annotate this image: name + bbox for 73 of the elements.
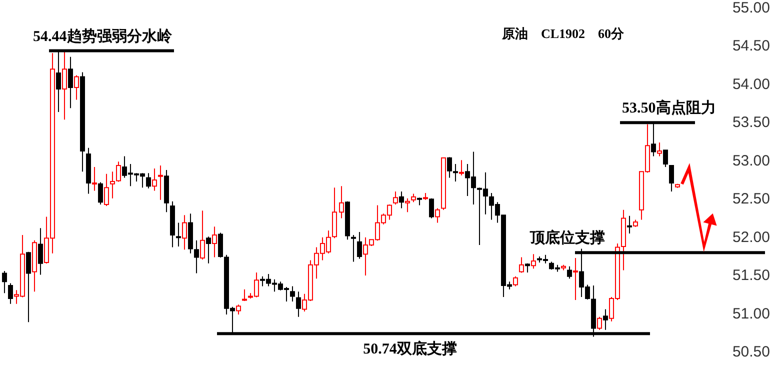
candlestick	[332, 187, 337, 239]
candlestick	[176, 222, 181, 248]
candlestick	[675, 183, 680, 188]
candlestick	[212, 226, 217, 258]
candlestick	[182, 214, 187, 250]
candlestick	[519, 256, 524, 274]
y-tick-label: 54.50	[732, 38, 770, 55]
candlestick	[573, 257, 578, 301]
candlestick	[663, 150, 668, 168]
text: 原油 CL1902 60分	[501, 26, 626, 41]
ref-line-label: 顶底位支撑	[529, 228, 605, 247]
y-tick-label: 55.00	[732, 0, 770, 16]
candlestick	[26, 251, 31, 323]
candlestick	[290, 286, 295, 302]
y-tick-label: 54.00	[732, 76, 770, 93]
candlestick	[525, 262, 530, 273]
candlestick	[146, 172, 151, 189]
candlestick	[74, 74, 79, 100]
candlestick	[417, 197, 422, 206]
candlestick	[597, 316, 602, 330]
candlestick	[296, 291, 301, 318]
candlestick	[393, 190, 398, 205]
candlestick	[158, 164, 163, 200]
candlestick	[38, 228, 43, 276]
y-tick-label: 53.00	[732, 152, 770, 170]
candlestick	[429, 198, 434, 219]
candlestick	[531, 254, 536, 270]
candlestick	[98, 182, 103, 205]
ref-line-label: 53.50高点阻力	[622, 98, 716, 117]
y-tick-label: 52.50	[732, 190, 770, 208]
candlestick	[405, 198, 410, 213]
candlestick	[86, 147, 91, 194]
candlestick	[561, 264, 566, 271]
candlestick	[657, 142, 662, 157]
candlestick	[164, 170, 169, 213]
candlestick	[8, 282, 13, 304]
candlestick	[32, 240, 37, 292]
candlestick	[627, 215, 632, 234]
candlestick	[170, 200, 175, 248]
y-tick-label: 51.00	[732, 305, 770, 322]
candlestick	[567, 266, 572, 280]
candlestick	[200, 210, 205, 260]
candlestick	[345, 200, 350, 240]
candlestick	[351, 234, 356, 262]
candlestick	[206, 236, 211, 264]
y-tick-label: 53.50	[732, 114, 770, 132]
candlestick	[459, 160, 464, 176]
candlestick	[633, 219, 638, 228]
candlestick	[62, 50, 67, 120]
y-tick-label: 52.00	[732, 228, 770, 246]
candlestick	[339, 186, 344, 219]
candlestick	[92, 166, 97, 192]
ref-line-label: 50.74双底支撑	[363, 340, 457, 358]
candlestick	[152, 168, 157, 192]
candlestick	[669, 164, 674, 192]
y-tick-label: 51.50	[732, 267, 770, 284]
y-tick-label: 50.50	[732, 344, 770, 360]
candlestick	[435, 208, 440, 224]
candlestick	[513, 276, 518, 287]
candlestick	[621, 209, 626, 271]
candlestick	[80, 72, 85, 172]
candlestick	[441, 157, 446, 210]
candlestick	[603, 308, 608, 330]
candlestick	[68, 56, 73, 109]
candlestick	[411, 193, 416, 203]
candlestick	[357, 231, 362, 260]
candlestick	[399, 190, 404, 209]
candlestick	[104, 173, 109, 206]
candlestick	[236, 304, 241, 316]
ref-line-label: 54.44趋势强弱分水岭	[33, 28, 173, 45]
candlestick	[2, 270, 7, 294]
candlestick	[242, 288, 247, 302]
candlestick	[423, 192, 428, 200]
